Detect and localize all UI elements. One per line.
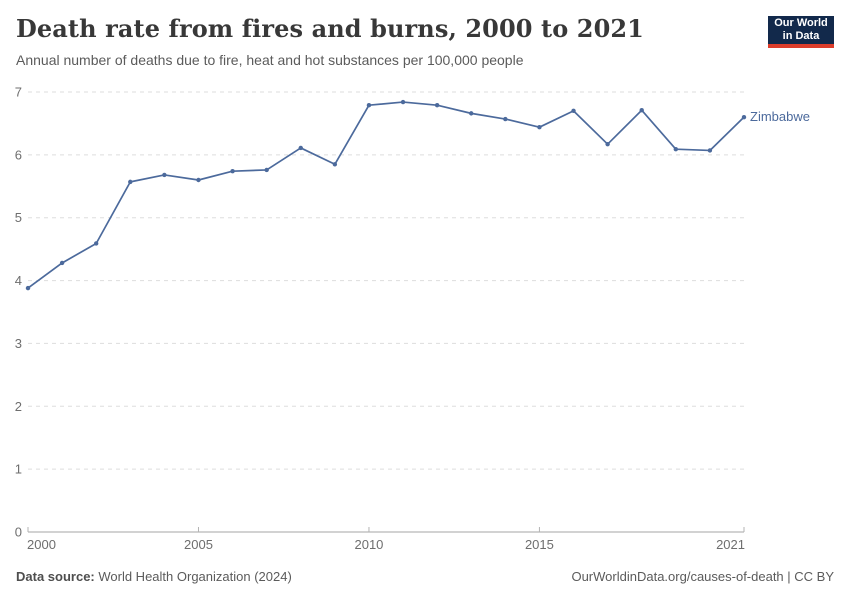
x-tick-label: 2005 bbox=[184, 537, 213, 552]
data-source-note: Data source: World Health Organization (… bbox=[16, 569, 292, 584]
data-point[interactable] bbox=[673, 147, 679, 152]
y-tick-label: 7 bbox=[15, 85, 22, 100]
chart-subtitle: Annual number of deaths due to fire, hea… bbox=[16, 52, 524, 68]
data-point[interactable] bbox=[264, 167, 269, 173]
owid-logo[interactable]: Our World in Data bbox=[768, 16, 834, 48]
x-tick-label: 2010 bbox=[354, 537, 383, 552]
data-source-value: World Health Organization (2024) bbox=[94, 569, 292, 584]
data-source-label: Data source: bbox=[16, 569, 95, 584]
x-tick-label: 2015 bbox=[525, 537, 554, 552]
data-point[interactable] bbox=[230, 169, 235, 174]
entity-label[interactable]: Zimbabwe bbox=[750, 109, 810, 124]
y-tick-label: 5 bbox=[15, 210, 22, 225]
data-point[interactable] bbox=[366, 103, 372, 108]
owid-logo-line2: in Data bbox=[782, 30, 820, 42]
data-point[interactable] bbox=[332, 162, 338, 167]
data-point[interactable] bbox=[25, 285, 31, 291]
y-tick-label: 4 bbox=[15, 273, 22, 288]
data-point[interactable] bbox=[59, 260, 65, 266]
data-point[interactable] bbox=[741, 114, 747, 120]
data-point[interactable] bbox=[571, 108, 576, 114]
chart-title: Death rate from fires and burns, 2000 to… bbox=[16, 14, 644, 43]
series-line[interactable] bbox=[27, 101, 745, 289]
data-point[interactable] bbox=[434, 103, 440, 108]
y-tick-label: 6 bbox=[15, 147, 22, 162]
data-point[interactable] bbox=[400, 99, 406, 105]
data-point[interactable] bbox=[503, 116, 508, 122]
data-point[interactable] bbox=[707, 148, 713, 153]
data-point[interactable] bbox=[298, 145, 303, 151]
data-point[interactable] bbox=[639, 108, 644, 113]
owid-logo-line1: Our World bbox=[774, 17, 828, 29]
y-tick-label: 2 bbox=[15, 399, 22, 414]
data-point[interactable] bbox=[196, 177, 201, 183]
data-point[interactable] bbox=[605, 141, 610, 147]
y-tick-label: 3 bbox=[15, 336, 22, 351]
credit-link[interactable]: OurWorldinData.org/causes-of-death | CC … bbox=[571, 569, 834, 584]
x-tick-label: 2021 bbox=[716, 537, 745, 552]
x-tick-label: 2000 bbox=[27, 537, 56, 552]
data-point[interactable] bbox=[469, 111, 474, 116]
y-tick-label: 1 bbox=[15, 462, 22, 477]
data-point[interactable] bbox=[128, 179, 133, 185]
data-point[interactable] bbox=[162, 172, 167, 178]
data-point[interactable] bbox=[93, 241, 99, 246]
y-tick-label: 0 bbox=[15, 525, 22, 540]
data-point[interactable] bbox=[537, 125, 542, 130]
